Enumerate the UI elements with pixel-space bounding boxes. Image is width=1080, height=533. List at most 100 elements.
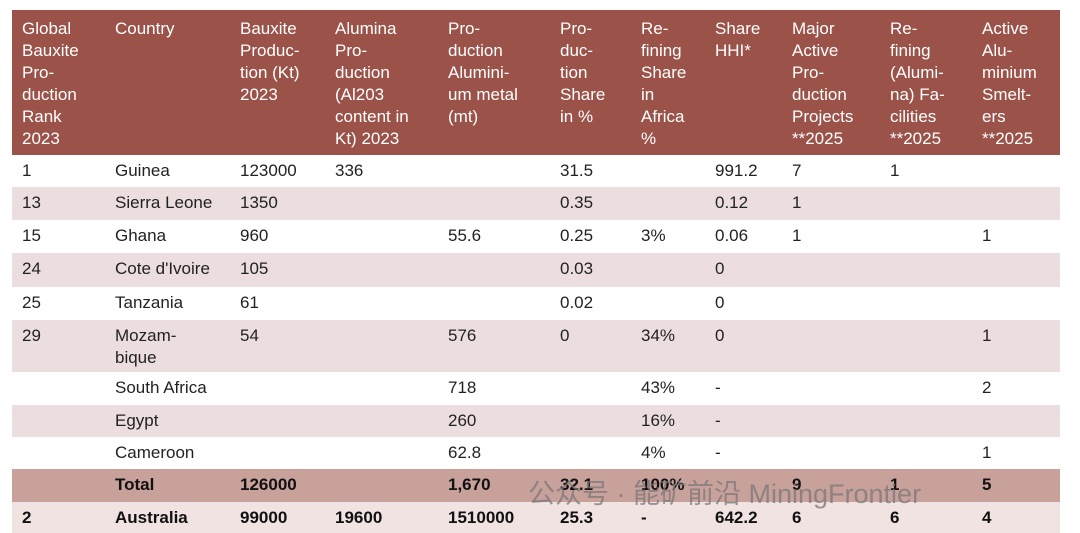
table-cell: 0.06 — [705, 220, 782, 253]
table-cell: 43% — [631, 372, 705, 405]
empty-cell — [972, 405, 1060, 437]
empty-cell — [631, 287, 705, 320]
table-cell: Tanzania — [105, 287, 230, 320]
table-cell: 15 — [12, 220, 105, 253]
table-cell: 260 — [438, 405, 550, 437]
empty-cell — [438, 253, 550, 287]
header-cell: Pro- duction Alumini- um metal (mt) — [438, 10, 550, 155]
table-row: 29 Mozam- bique 54 576 0 34% 0 1 — [12, 320, 1060, 372]
empty-cell — [438, 155, 550, 187]
table-cell: 0.03 — [550, 253, 631, 287]
table-cell: 960 — [230, 220, 325, 253]
empty-cell — [782, 405, 880, 437]
empty-cell — [782, 287, 880, 320]
empty-cell — [550, 405, 631, 437]
table-cell: 1 — [880, 155, 972, 187]
table-cell: 54 — [230, 320, 325, 372]
empty-cell — [972, 155, 1060, 187]
empty-cell — [325, 287, 438, 320]
table-cell: 0 — [705, 320, 782, 372]
header-cell: Share HHI* — [705, 10, 782, 155]
empty-cell — [782, 437, 880, 469]
table-cell: 7 — [782, 155, 880, 187]
table-cell: Cote d'Ivoire — [105, 253, 230, 287]
table-cell: 32.1 — [550, 469, 631, 502]
table-cell: 1,670 — [438, 469, 550, 502]
empty-cell — [230, 372, 325, 405]
table-cell: 24 — [12, 253, 105, 287]
empty-cell — [230, 437, 325, 469]
table-cell: 13 — [12, 187, 105, 220]
table-cell: Egypt — [105, 405, 230, 437]
table-cell: 34% — [631, 320, 705, 372]
bauxite-table: Global Bauxite Pro- duction Rank 2023 Cou… — [12, 10, 1060, 533]
header-cell: Alumina Pro- duction (Al203 content in K… — [325, 10, 438, 155]
empty-cell — [880, 220, 972, 253]
table-cell: Total — [105, 469, 230, 502]
empty-cell — [550, 372, 631, 405]
table-row: 1 Guinea 123000 336 31.5 991.2 7 1 — [12, 155, 1060, 187]
table-cell: 31.5 — [550, 155, 631, 187]
table-cell: - — [705, 372, 782, 405]
table-row: 13 Sierra Leone 1350 0.35 0.12 1 — [12, 187, 1060, 220]
table-cell: 0.02 — [550, 287, 631, 320]
header-row: Global Bauxite Pro- duction Rank 2023 Cou… — [12, 10, 1060, 155]
empty-cell — [325, 253, 438, 287]
watermark: 公众号 · 能矿前沿 MiningFrontier — [528, 479, 922, 509]
empty-cell — [705, 469, 782, 502]
empty-cell — [972, 187, 1060, 220]
empty-cell — [631, 187, 705, 220]
table-cell: 1 — [880, 469, 972, 502]
table-cell: 5 — [972, 469, 1060, 502]
empty-cell — [972, 253, 1060, 287]
table-cell: 1 — [972, 320, 1060, 372]
table-cell: Cameroon — [105, 437, 230, 469]
table-cell: 6 — [782, 502, 880, 533]
empty-cell — [325, 469, 438, 502]
table-cell: 642.2 — [705, 502, 782, 533]
table-cell: 105 — [230, 253, 325, 287]
table-cell: 100% — [631, 469, 705, 502]
empty-cell — [12, 372, 105, 405]
header-cell: Active Alu- minium Smelt- ers **2025 — [972, 10, 1060, 155]
empty-cell — [782, 320, 880, 372]
empty-cell — [325, 372, 438, 405]
table-cell: 1 — [972, 437, 1060, 469]
header-cell: Country — [105, 10, 230, 155]
table-cell: South Africa — [105, 372, 230, 405]
table-cell: 1 — [782, 220, 880, 253]
table-row: 24 Cote d'Ivoire 105 0.03 0 — [12, 253, 1060, 287]
table-cell: 123000 — [230, 155, 325, 187]
table-cell: 55.6 — [438, 220, 550, 253]
table-cell: 61 — [230, 287, 325, 320]
empty-cell — [325, 320, 438, 372]
header-cell: Global Bauxite Pro- duction Rank 2023 — [12, 10, 105, 155]
table-cell: 336 — [325, 155, 438, 187]
table-cell: Australia — [105, 502, 230, 533]
table-cell: 4 — [972, 502, 1060, 533]
empty-cell — [325, 437, 438, 469]
header-cell: Major Active Pro- duction Projects **202… — [782, 10, 880, 155]
empty-cell — [880, 372, 972, 405]
empty-cell — [631, 155, 705, 187]
empty-cell — [12, 469, 105, 502]
table-cell: 2 — [972, 372, 1060, 405]
table-row: Egypt 260 16% - — [12, 405, 1060, 437]
table-cell: Sierra Leone — [105, 187, 230, 220]
empty-cell — [972, 287, 1060, 320]
table-cell: 1 — [782, 187, 880, 220]
table-cell: 16% — [631, 405, 705, 437]
empty-cell — [782, 253, 880, 287]
empty-cell — [325, 220, 438, 253]
table-cell: 2 — [12, 502, 105, 533]
empty-cell — [230, 405, 325, 437]
table-cell: 126000 — [230, 469, 325, 502]
table-cell: Ghana — [105, 220, 230, 253]
table-cell: Mozam- bique — [105, 320, 230, 372]
empty-cell — [880, 187, 972, 220]
empty-cell — [880, 253, 972, 287]
empty-cell — [438, 287, 550, 320]
table-cell: 0 — [705, 287, 782, 320]
table-cell: 0.12 — [705, 187, 782, 220]
empty-cell — [782, 372, 880, 405]
